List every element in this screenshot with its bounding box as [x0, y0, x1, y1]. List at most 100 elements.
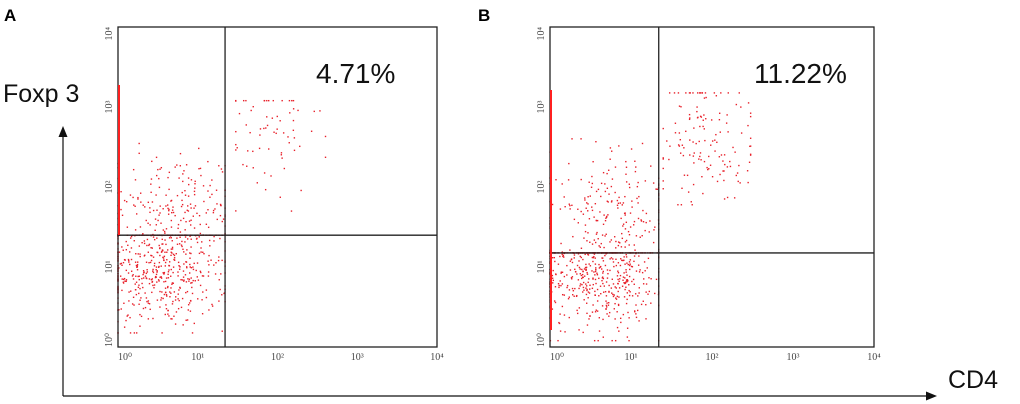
panel-b-dot: [588, 181, 590, 183]
panel-a-dot: [151, 278, 153, 280]
panel-b-dot: [578, 287, 580, 290]
panel-a-dot: [219, 203, 222, 206]
panel-b-dot: [624, 195, 626, 198]
panel-b-dot: [604, 264, 607, 267]
panel-b-dot: [626, 274, 628, 276]
panel-b-dot: [722, 170, 724, 172]
panel-a-dot: [129, 332, 132, 334]
panel-b-dot: [629, 263, 631, 265]
panel-a-dot: [181, 245, 183, 248]
panel-b-dot: [623, 212, 626, 215]
panel-a-dot: [172, 211, 175, 214]
panel-a-dot: [141, 277, 143, 280]
panel-a-dot: [121, 214, 124, 217]
panel-a-dot: [134, 261, 137, 263]
panel-b-dot: [591, 311, 594, 313]
panel-a-dot: [156, 281, 158, 283]
panel-b-dot: [568, 296, 571, 298]
panel-b-dot: [641, 235, 643, 237]
panel-b-dot: [628, 244, 630, 246]
panel-b-dot: [552, 282, 554, 284]
x-axis-title: CD4: [948, 366, 999, 394]
panel-b-dot: [582, 286, 585, 289]
panel-a-dot: [177, 298, 179, 300]
panel-b-dot: [588, 263, 590, 265]
panel-b-dot: [725, 122, 728, 124]
panel-b-dot: [612, 295, 615, 298]
panel-b-dot: [604, 183, 606, 185]
panel-a-dot: [125, 248, 128, 251]
panel-b-dot: [592, 277, 594, 279]
panel-b-dot: [636, 309, 639, 312]
panel-a-dot: [166, 286, 169, 289]
panel-a-dot: [155, 268, 157, 271]
panel-b-dot: [587, 203, 589, 205]
panel-b-dot: [638, 271, 641, 273]
panel-b-dot: [650, 165, 652, 167]
panel-a-dot: [151, 291, 153, 294]
panel-a-dot: [152, 284, 154, 287]
panel-b-dot: [625, 286, 627, 288]
panel-b-dot: [600, 242, 602, 245]
panel-a-dot: [185, 266, 188, 268]
panel-b-dot: [625, 256, 628, 258]
panel-a-dot: [186, 266, 188, 269]
panel-a-dot: [148, 303, 151, 305]
panel-a-dot: [205, 223, 208, 225]
panel-b-dot: [703, 128, 705, 130]
panel-b-dot: [604, 254, 606, 257]
panel-b-dot: [624, 228, 627, 230]
panel-a-dot: [190, 266, 193, 269]
panel-a-dot: [211, 305, 214, 307]
panel-a-dot: [199, 232, 202, 235]
panel-b-dot: [577, 253, 580, 255]
panel-b-dot: [628, 289, 630, 292]
panel-b-dot: [713, 92, 716, 94]
panel-b-dot: [653, 229, 655, 231]
panel-b-dot: [593, 255, 595, 258]
panel-b-dot: [602, 336, 604, 338]
panel-a-dot: [162, 256, 164, 259]
panel-b-dot: [580, 178, 582, 181]
panel-b-dot: [588, 218, 591, 220]
panel-a-dot: [148, 244, 150, 247]
panel-b-dot: [588, 318, 590, 320]
panel-a-dot: [288, 99, 291, 102]
panel-b-dot: [613, 308, 615, 310]
panel-a-dot: [198, 147, 200, 150]
panel-a-dot: [118, 309, 120, 311]
panel-b-dot: [720, 154, 723, 156]
panel-a-dot: [139, 226, 142, 228]
panel-b-dot: [566, 286, 568, 289]
panel-a-dot: [147, 201, 150, 204]
panel-b-dot: [579, 268, 581, 270]
panel-a-dot: [189, 203, 192, 205]
panel-a-dot: [121, 278, 123, 280]
panel-b-dot: [589, 288, 591, 290]
panel-b-dot: [616, 199, 619, 202]
panel-b-dot: [554, 286, 557, 288]
panel-b-dot: [620, 258, 622, 260]
panel-b-dot: [637, 202, 639, 204]
panel-b-dot: [587, 291, 590, 293]
panel-b-dot: [732, 146, 734, 149]
panel-b-dot: [617, 270, 619, 272]
panel-a-dot: [125, 240, 127, 243]
panel-a-dot: [199, 223, 201, 226]
panel-a-dot: [133, 304, 135, 306]
panel-b-dot: [621, 237, 624, 240]
panel-b-dot: [677, 204, 679, 206]
panel-b-dot: [564, 206, 566, 208]
panel-b-dot: [600, 265, 602, 268]
panel-b-dot: [617, 278, 619, 281]
panel-b-dot: [695, 142, 697, 145]
panel-a-dot: [297, 109, 299, 112]
panel-b-dot: [718, 156, 721, 158]
panel-a-dot: [170, 219, 173, 222]
panel-a-dot: [165, 243, 167, 246]
panel-b-dot: [600, 182, 603, 185]
panel-b-dot: [591, 256, 594, 259]
panel-a-dot: [175, 311, 178, 313]
panel-a-dot: [191, 286, 193, 289]
panel-b-dot: [569, 269, 572, 271]
